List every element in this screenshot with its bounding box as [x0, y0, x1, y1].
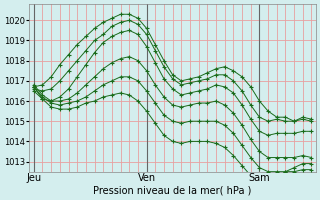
- X-axis label: Pression niveau de la mer( hPa ): Pression niveau de la mer( hPa ): [93, 186, 252, 196]
